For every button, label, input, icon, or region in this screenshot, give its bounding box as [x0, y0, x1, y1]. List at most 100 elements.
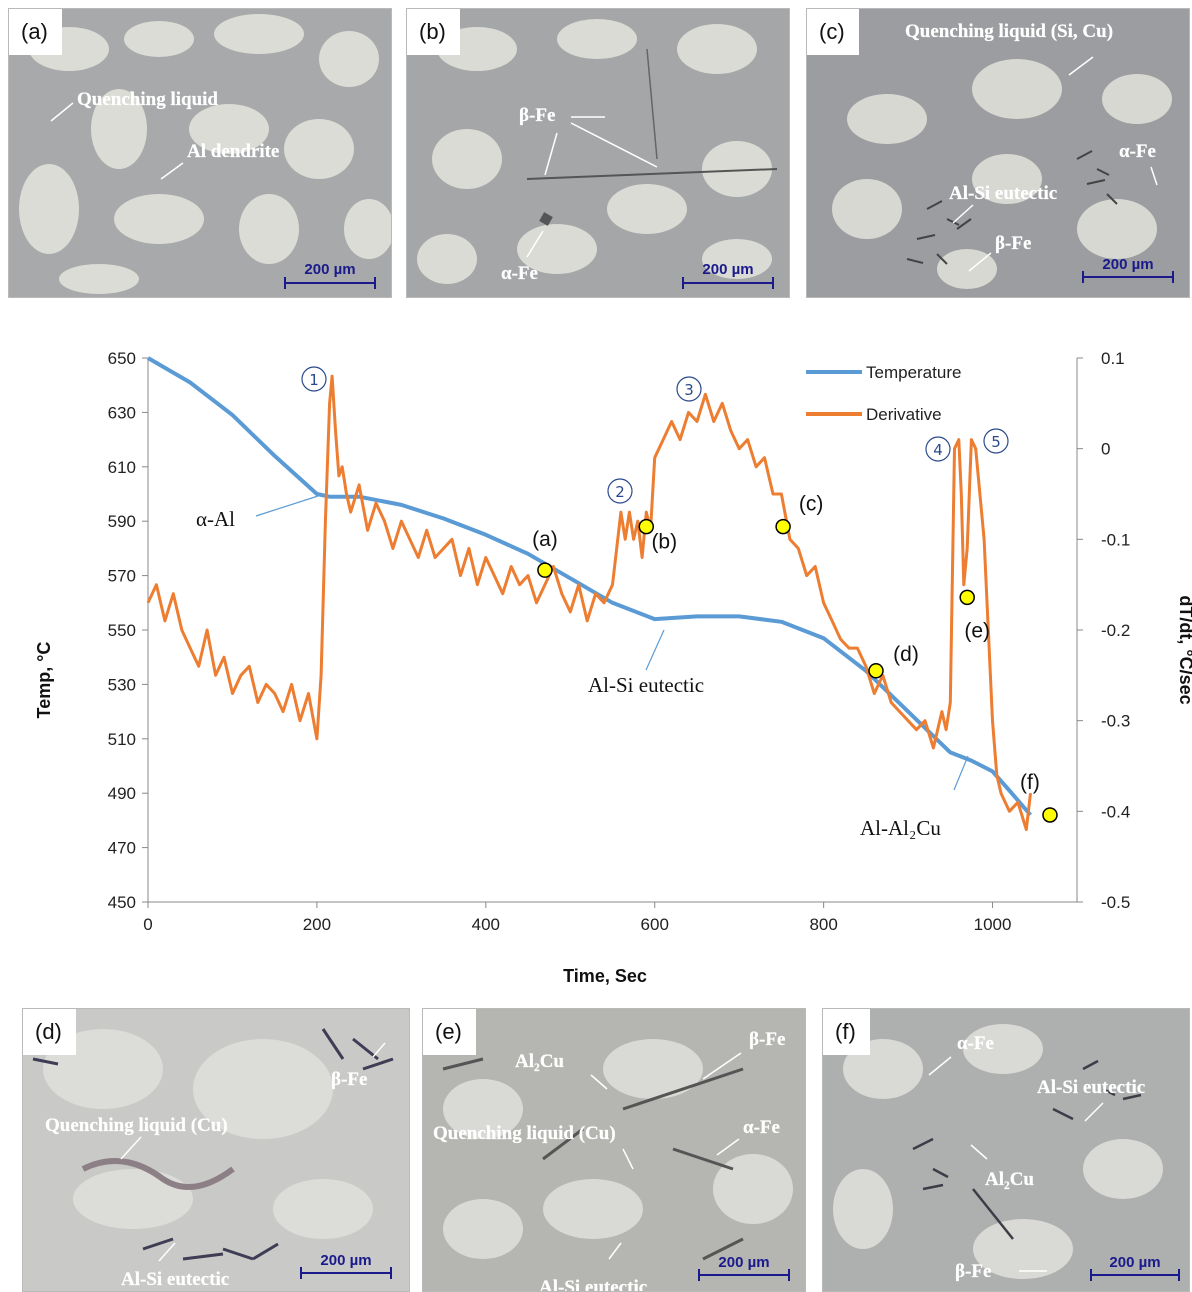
sample-marker-label: (c) [799, 493, 824, 516]
legend-temperature-label: Temperature [866, 363, 961, 382]
micrograph-d: β-Fe Quenching liquid (Cu) Al-Si eutecti… [22, 1008, 410, 1292]
scale-bar-label: 200 µm [320, 1252, 371, 1269]
sample-marker-label: (b) [651, 531, 677, 554]
micrograph-e-image [423, 1009, 805, 1291]
y-tick-label: 590 [108, 512, 136, 531]
micrograph-f-image [823, 1009, 1189, 1291]
y-tick-label: 510 [108, 730, 136, 749]
x-tick-label: 1000 [974, 915, 1012, 934]
annotation-alpha-fe: α-Fe [957, 1033, 994, 1054]
annotation-al-si-eutectic: Al-Si eutectic [121, 1269, 229, 1290]
micrograph-a-overlay: Quenching liquid Al dendrite 200 µm [50, 89, 376, 289]
x-axis-title: Time, Sec [563, 966, 647, 986]
annotation-quenching-liquid-cu: Quenching liquid (Cu) [45, 1115, 228, 1136]
scale-bar-label: 200 µm [1102, 256, 1153, 273]
annotation-alpha-fe: α-Fe [501, 263, 538, 284]
phase-label-al-al2cu: Al-Al₂Cu [860, 816, 941, 840]
panel-label-a: (a) [9, 9, 62, 55]
y2-tick-label: -0.3 [1101, 712, 1130, 731]
y-tick-label: 550 [108, 621, 136, 640]
y-tick-label: 530 [108, 675, 136, 694]
y-tick-label: 450 [108, 893, 136, 912]
event-2: 2 [607, 478, 633, 504]
annotation-beta-fe: β-Fe [955, 1261, 991, 1282]
y-tick-label: 650 [108, 349, 136, 368]
micrograph-a: Quenching liquid Al dendrite 200 µm (a) [8, 8, 392, 298]
y-tick-label: 610 [108, 458, 136, 477]
micrograph-c-image [807, 9, 1189, 297]
micrograph-d-overlay: β-Fe Quenching liquid (Cu) Al-Si eutecti… [45, 1042, 392, 1290]
y2-axis-title: dT/dt, °C/sec [1176, 595, 1192, 704]
micrograph-b-overlay: β-Fe α-Fe 200 µm [501, 105, 774, 289]
y-axis-title: Temp, °C [34, 642, 54, 719]
event-number: 1 [309, 371, 319, 389]
panel-label-f: (f) [823, 1009, 870, 1055]
y2-tick-label: -0.2 [1101, 621, 1130, 640]
annotation-alpha-fe: α-Fe [1119, 141, 1156, 162]
y2-tick-label: 0 [1101, 440, 1110, 459]
micrograph-c-overlay: Quenching liquid (Si, Cu) α-Fe Al-Si eut… [905, 21, 1174, 283]
micrograph-e: β-Fe Al₂Cu Quenching liquid (Cu) α-Fe Al… [422, 1008, 806, 1292]
x-axis-ticks: 0 200 400 600 800 1000 [143, 902, 1011, 934]
y2-tick-label: -0.1 [1101, 530, 1130, 549]
phase-arrow [953, 755, 969, 791]
x-tick-label: 0 [143, 915, 152, 934]
annotation-al-si-eutectic: Al-Si eutectic [1037, 1077, 1145, 1098]
annotation-al2cu: Al₂Cu [515, 1051, 564, 1072]
sample-marker-label: (f) [1020, 771, 1040, 794]
scale-bar-label: 200 µm [304, 261, 355, 278]
phase-label-al-si-eutectic: Al-Si eutectic [588, 673, 704, 697]
x-tick-label: 200 [303, 915, 331, 934]
legend: Temperature Derivative [806, 363, 961, 424]
micrograph-c: Quenching liquid (Si, Cu) α-Fe Al-Si eut… [806, 8, 1190, 298]
panel-label-d: (d) [23, 1009, 76, 1055]
y-tick-label: 470 [108, 839, 136, 858]
scale-bar-label: 200 µm [718, 1254, 769, 1271]
sample-marker [1042, 807, 1058, 823]
y-tick-label: 630 [108, 403, 136, 422]
sample-marker-label: (a) [532, 528, 558, 551]
panel-label-c: (c) [807, 9, 859, 55]
annotation-al-dendrite: Al dendrite [187, 141, 279, 162]
arrow [160, 162, 184, 180]
event-3: 3 [676, 376, 702, 402]
sample-marker-label: (d) [893, 643, 919, 666]
event-5: 5 [983, 428, 1009, 454]
arrow [50, 102, 74, 122]
legend-derivative-label: Derivative [866, 405, 942, 424]
event-number: 3 [684, 381, 694, 399]
event-number: 5 [991, 433, 1001, 451]
scale-bar-label: 200 µm [1109, 1254, 1160, 1271]
y2-axis-ticks: 0.1 0 -0.1 -0.2 -0.3 -0.4 -0.5 [1077, 349, 1130, 912]
annotation-quenching-liquid: Quenching liquid [77, 89, 218, 110]
x-tick-label: 600 [641, 915, 669, 934]
sample-marker [775, 518, 791, 535]
sample-markers: (a) (b) (c) (d) (e) (f) [532, 493, 1058, 823]
micrograph-a-image [9, 9, 391, 297]
y2-tick-label: 0.1 [1101, 349, 1125, 368]
sample-marker [537, 562, 553, 578]
micrograph-e-overlay: β-Fe Al₂Cu Quenching liquid (Cu) α-Fe Al… [433, 1029, 790, 1291]
x-tick-label: 800 [809, 915, 837, 934]
sample-marker-label: (e) [964, 619, 990, 642]
y2-tick-label: -0.4 [1101, 802, 1130, 821]
panel-label-b: (b) [407, 9, 460, 55]
event-1: 1 [301, 366, 327, 392]
annotation-al-si-eutectic: Al-Si eutectic [949, 183, 1057, 204]
panel-label-e: (e) [423, 1009, 476, 1055]
derivative-line [146, 374, 1032, 831]
annotation-beta-fe: β-Fe [749, 1029, 785, 1050]
annotation-alpha-fe: α-Fe [743, 1117, 780, 1138]
sample-marker [638, 518, 655, 535]
micrograph-b-image [407, 9, 789, 297]
phase-label-alpha-al: α-Al [196, 507, 235, 531]
sample-marker [868, 663, 884, 679]
micrograph-f: α-Fe Al-Si eutectic Al₂Cu β-Fe 200 µm (f… [822, 1008, 1190, 1292]
annotation-quenching-liquid-si-cu: Quenching liquid (Si, Cu) [905, 21, 1113, 42]
scale-bar-label: 200 µm [702, 261, 753, 278]
annotation-al2cu: Al₂Cu [985, 1169, 1034, 1190]
y-tick-label: 570 [108, 567, 136, 586]
micrograph-f-overlay: α-Fe Al-Si eutectic Al₂Cu β-Fe 200 µm [928, 1033, 1180, 1282]
annotation-beta-fe: β-Fe [519, 105, 555, 126]
